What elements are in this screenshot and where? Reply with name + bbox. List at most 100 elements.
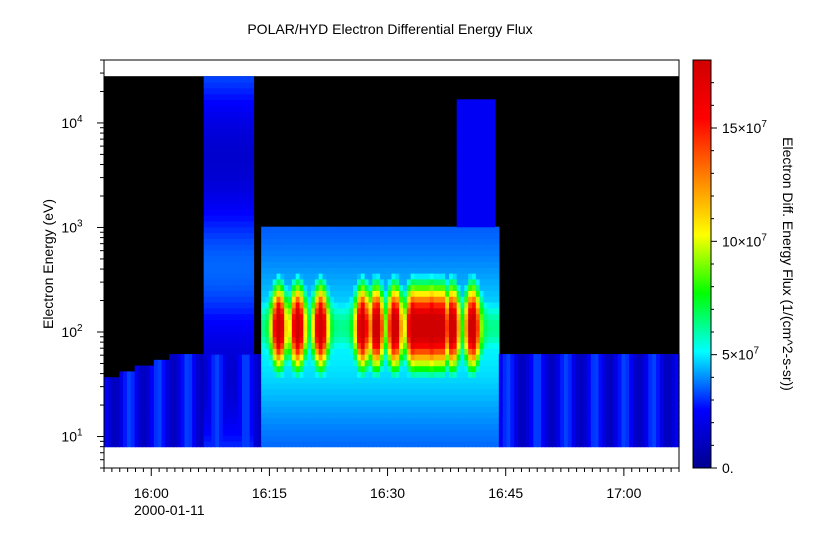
heatmap-cell <box>230 435 235 442</box>
heatmap-cell <box>153 440 159 448</box>
heatmap-cell <box>337 365 343 373</box>
heatmap-cell <box>506 394 511 401</box>
heatmap-cell <box>226 232 232 239</box>
heatmap-cell <box>472 319 477 326</box>
heatmap-cell <box>307 371 312 378</box>
heatmap-cell <box>383 284 389 291</box>
heatmap-cell <box>268 226 274 234</box>
heatmap-cell <box>613 423 619 430</box>
heatmap-cell <box>272 325 278 332</box>
heatmap-cell <box>636 354 642 361</box>
heatmap-cell <box>291 365 297 373</box>
heatmap-cell <box>406 325 412 332</box>
heatmap-cell <box>575 388 580 396</box>
heatmap-cell <box>663 423 669 430</box>
heatmap-cell <box>613 417 619 425</box>
heatmap-cell <box>598 382 603 390</box>
heatmap-cell <box>265 406 270 413</box>
heatmap-cell <box>276 249 281 257</box>
heatmap-cell <box>222 313 228 320</box>
heatmap-cell <box>364 261 370 268</box>
heatmap-cell <box>422 411 427 419</box>
heatmap-cell <box>452 278 458 286</box>
heatmap-cell <box>464 411 469 419</box>
heatmap-cell <box>571 429 577 436</box>
heatmap-cell <box>360 249 366 257</box>
heatmap-cell <box>529 423 534 430</box>
heatmap-cell <box>606 423 611 430</box>
heatmap-cell <box>284 365 289 373</box>
heatmap-cell <box>433 342 439 349</box>
heatmap-cell <box>380 307 385 315</box>
heatmap-cell <box>219 371 224 378</box>
heatmap-cell <box>468 209 473 216</box>
heatmap-cell <box>479 319 485 326</box>
heatmap-cell <box>245 81 251 89</box>
heatmap-cell <box>633 371 638 378</box>
heatmap-cell <box>192 406 197 413</box>
heatmap-cell <box>341 359 347 367</box>
heatmap-cell <box>291 325 297 332</box>
heatmap-cell <box>518 371 523 378</box>
heatmap-cell <box>326 388 331 396</box>
heatmap-cell <box>675 411 680 419</box>
heatmap-cell <box>284 267 289 274</box>
heatmap-cell <box>449 359 454 367</box>
heatmap-cell <box>288 348 293 355</box>
heatmap-cell <box>602 359 607 367</box>
heatmap-cell <box>322 296 327 303</box>
heatmap-cell <box>314 388 320 396</box>
heatmap-cell <box>184 440 189 448</box>
heatmap-cell <box>238 238 243 245</box>
heatmap-cell <box>249 116 255 124</box>
heatmap-cell <box>403 354 408 361</box>
heatmap-cell <box>360 325 366 332</box>
heatmap-cell <box>222 110 228 118</box>
heatmap-cell <box>169 359 174 367</box>
heatmap-cell <box>613 371 619 378</box>
heatmap-cell <box>472 394 477 401</box>
heatmap-cell <box>625 429 630 436</box>
heatmap-cell <box>633 423 638 430</box>
heatmap-cell <box>311 348 316 355</box>
heatmap-cell <box>211 116 216 124</box>
heatmap-cell <box>261 267 266 274</box>
heatmap-cell <box>594 423 600 430</box>
heatmap-cell <box>560 382 565 390</box>
heatmap-cell <box>410 429 416 436</box>
heatmap-cell <box>518 417 523 425</box>
heatmap-cell <box>537 423 542 430</box>
heatmap-cell <box>560 411 565 419</box>
heatmap-cell <box>238 365 243 373</box>
heatmap-cell <box>314 232 320 239</box>
heatmap-cell <box>483 255 488 263</box>
heatmap-cell <box>341 336 347 344</box>
heatmap-cell <box>479 354 485 361</box>
heatmap-cell <box>322 388 327 396</box>
heatmap-cell <box>403 359 408 367</box>
heatmap-cell <box>230 278 235 286</box>
heatmap-cell <box>621 435 626 442</box>
heatmap-cell <box>180 382 186 390</box>
heatmap-cell <box>403 382 408 390</box>
heatmap-cell <box>196 394 201 401</box>
heatmap-cell <box>587 382 592 390</box>
heatmap-cell <box>437 440 442 448</box>
heatmap-cell <box>318 319 324 326</box>
heatmap-cell <box>464 145 469 153</box>
heatmap-cell <box>403 313 408 320</box>
heatmap-cell <box>345 296 350 303</box>
heatmap-cell <box>533 377 538 384</box>
heatmap-cell <box>429 365 435 373</box>
heatmap-cell <box>299 400 304 407</box>
heatmap-cell <box>533 400 538 407</box>
heatmap-cell <box>215 290 220 297</box>
heatmap-cell <box>368 406 373 413</box>
heatmap-cell <box>460 134 465 141</box>
heatmap-cell <box>249 87 255 95</box>
heatmap-cell <box>311 354 316 361</box>
heatmap-cell <box>242 145 247 153</box>
heatmap-cell <box>452 359 458 367</box>
heatmap-cell <box>426 261 431 268</box>
heatmap-cell <box>479 411 485 419</box>
